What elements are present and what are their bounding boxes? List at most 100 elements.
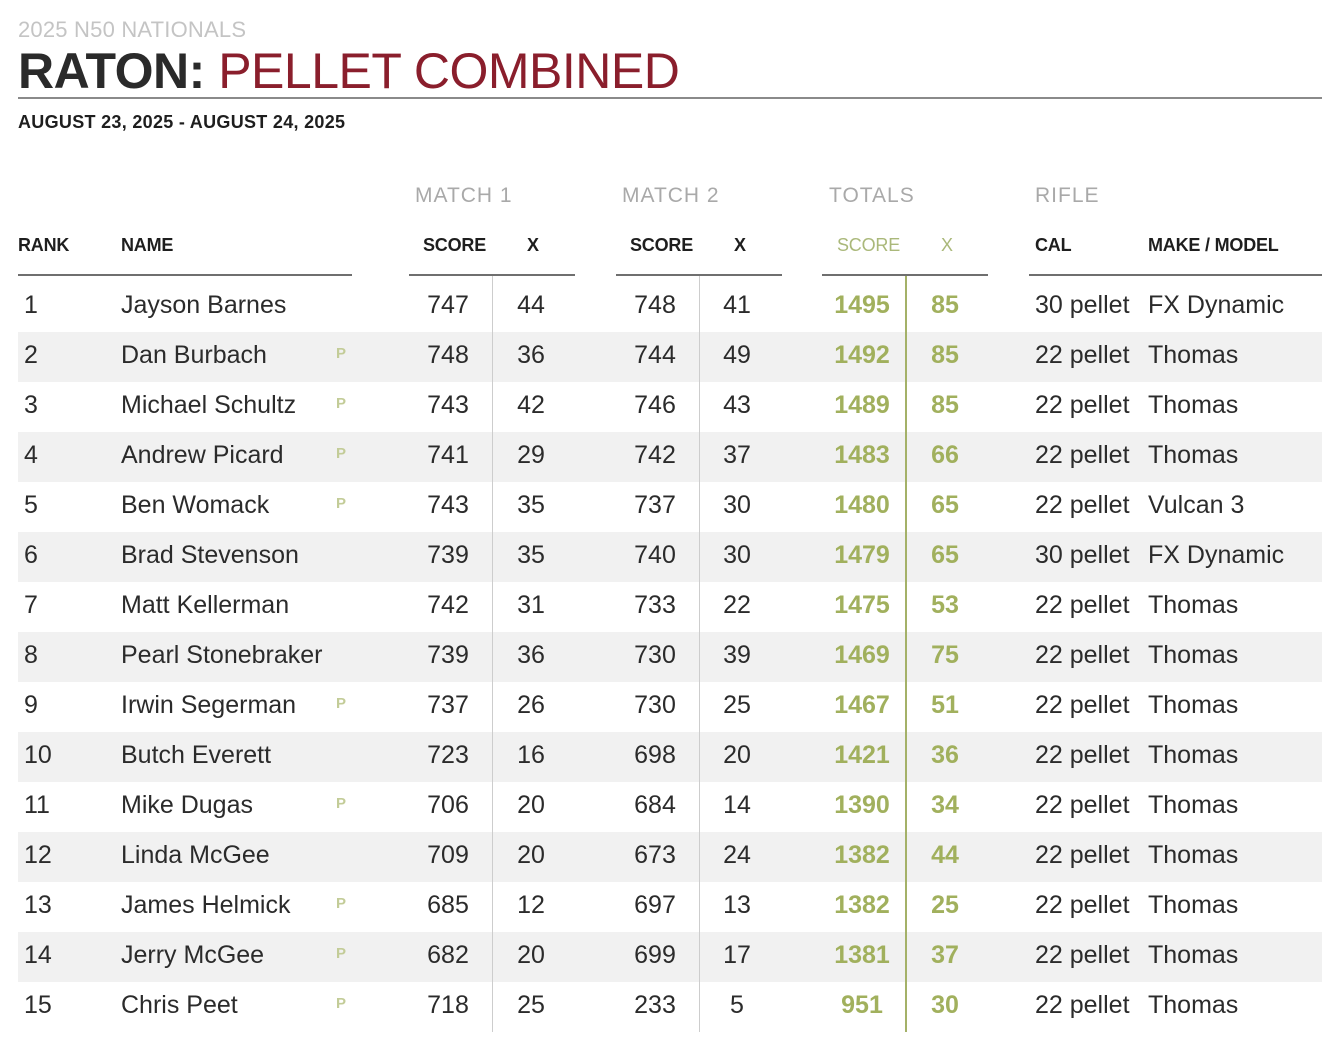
rank-cell: 11: [24, 791, 50, 819]
match2-score-cell: 698: [634, 741, 676, 769]
match2-x-cell: 25: [723, 691, 751, 719]
rank-cell: 3: [24, 391, 38, 419]
total-score-cell: 1483: [834, 441, 890, 469]
total-x-cell: 34: [931, 791, 959, 819]
total-x-cell: 85: [931, 341, 959, 369]
total-score-cell: 1479: [834, 541, 890, 569]
group-header-rifle: RIFLE: [1035, 184, 1100, 207]
total-score-cell: 1495: [834, 291, 890, 319]
rank-cell: 12: [24, 841, 52, 869]
total-score-cell: 1421: [834, 741, 890, 769]
caliber-cell: 22 pellet: [1035, 391, 1130, 419]
rank-cell: 7: [24, 591, 38, 619]
total-x-cell: 65: [931, 541, 959, 569]
name-cell: Ben Womack: [121, 491, 270, 519]
rank-cell: 5: [24, 491, 38, 519]
match2-score-cell: 730: [634, 691, 676, 719]
make-model-cell: Thomas: [1148, 991, 1239, 1019]
rank-cell: 10: [24, 741, 52, 769]
match2-x-cell: 49: [723, 341, 751, 369]
name-cell: Jayson Barnes: [121, 291, 287, 319]
title-divider: [18, 97, 1322, 99]
pro-marker: P: [336, 445, 347, 462]
name-cell: James Helmick: [121, 891, 291, 919]
match1-score-cell: 706: [427, 791, 469, 819]
name-cell: Linda McGee: [121, 841, 270, 869]
caliber-cell: 22 pellet: [1035, 891, 1130, 919]
table-row: 15 Chris Peet P 718 25 233 5 951 30 22 pellet Thom…: [18, 982, 1322, 1032]
match2-x-cell: 17: [723, 941, 751, 969]
column-header-rank: RANK: [18, 235, 70, 255]
table-row: 8 Pearl Stonebraker 739 36 730 39 1469 75 22 pel…: [18, 632, 1322, 682]
total-score-cell: 1475: [834, 591, 890, 619]
caliber-cell: 22 pellet: [1035, 741, 1130, 769]
caliber-cell: 30 pellet: [1035, 291, 1130, 319]
header-underline-match1: [409, 274, 575, 276]
match1-score-cell: 718: [427, 991, 469, 1019]
rank-cell: 2: [24, 341, 38, 369]
make-model-cell: Thomas: [1148, 841, 1239, 869]
column-header-match1-score: SCORE: [423, 235, 487, 255]
pro-marker: P: [336, 395, 347, 412]
total-x-cell: 66: [931, 441, 959, 469]
match2-x-cell: 39: [723, 641, 751, 669]
table-row: 14 Jerry McGee P 682 20 699 17 1381 37 22 pellet T…: [18, 932, 1322, 982]
make-model-cell: Thomas: [1148, 941, 1239, 969]
column-header-name: NAME: [121, 235, 174, 255]
match1-x-cell: 25: [517, 991, 545, 1019]
total-x-cell: 65: [931, 491, 959, 519]
total-x-cell: 36: [931, 741, 959, 769]
make-model-cell: FX Dynamic: [1148, 541, 1285, 569]
total-score-cell: 1489: [834, 391, 890, 419]
make-model-cell: Thomas: [1148, 891, 1239, 919]
rank-cell: 8: [24, 641, 38, 669]
make-model-cell: Thomas: [1148, 591, 1239, 619]
match1-score-cell: 743: [427, 491, 469, 519]
table-row: 1 Jayson Barnes 747 44 748 41 1495 85 30 pellet F…: [18, 282, 1322, 332]
name-cell: Pearl Stonebraker: [121, 641, 323, 669]
match1-x-cell: 20: [517, 841, 545, 869]
table-row: 9 Irwin Segerman P 737 26 730 25 1467 51 22 pelle…: [18, 682, 1322, 732]
header-underline-match2: [616, 274, 782, 276]
total-x-cell: 75: [931, 641, 959, 669]
make-model-cell: Thomas: [1148, 341, 1239, 369]
name-cell: Mike Dugas: [121, 791, 253, 819]
caliber-cell: 22 pellet: [1035, 641, 1130, 669]
table-row: 5 Ben Womack P 743 35 737 30 1480 65 22 pellet Vul…: [18, 482, 1322, 532]
group-header-match2: MATCH 2: [622, 184, 720, 207]
match2-score-cell: 733: [634, 591, 676, 619]
match2-score-cell: 748: [634, 291, 676, 319]
match2-score-cell: 740: [634, 541, 676, 569]
column-header-make-model: MAKE / MODEL: [1148, 235, 1279, 255]
match1-score-cell: 739: [427, 541, 469, 569]
pro-marker: P: [336, 995, 347, 1012]
total-x-cell: 44: [931, 841, 959, 869]
results-table: 1 Jayson Barnes 747 44 748 41 1495 85 30 pellet F…: [18, 282, 1322, 1032]
match1-score-cell: 747: [427, 291, 469, 319]
column-header-cal: CAL: [1035, 235, 1072, 255]
caliber-cell: 22 pellet: [1035, 841, 1130, 869]
column-header-total-score: SCORE: [837, 235, 901, 255]
total-score-cell: 1382: [834, 841, 890, 869]
match1-x-cell: 20: [517, 941, 545, 969]
group-header-match1: MATCH 1: [415, 184, 513, 207]
total-score-cell: 1381: [834, 941, 890, 969]
match2-x-cell: 30: [723, 491, 751, 519]
table-row: 7 Matt Kellerman 742 31 733 22 1475 53 22 pellet…: [18, 582, 1322, 632]
total-x-cell: 85: [931, 391, 959, 419]
match2-x-cell: 20: [723, 741, 751, 769]
make-model-cell: Thomas: [1148, 691, 1239, 719]
header-underline-name: [18, 274, 352, 276]
make-model-cell: Thomas: [1148, 791, 1239, 819]
total-x-cell: 51: [931, 691, 959, 719]
pro-marker: P: [336, 945, 347, 962]
match1-x-cell: 29: [517, 441, 545, 469]
match2-score-cell: 746: [634, 391, 676, 419]
match1-x-cell: 36: [517, 641, 545, 669]
match2-x-cell: 43: [723, 391, 751, 419]
match2-score-cell: 699: [634, 941, 676, 969]
caliber-cell: 22 pellet: [1035, 791, 1130, 819]
match1-score-cell: 748: [427, 341, 469, 369]
match2-x-cell: 37: [723, 441, 751, 469]
pro-marker: P: [336, 895, 347, 912]
